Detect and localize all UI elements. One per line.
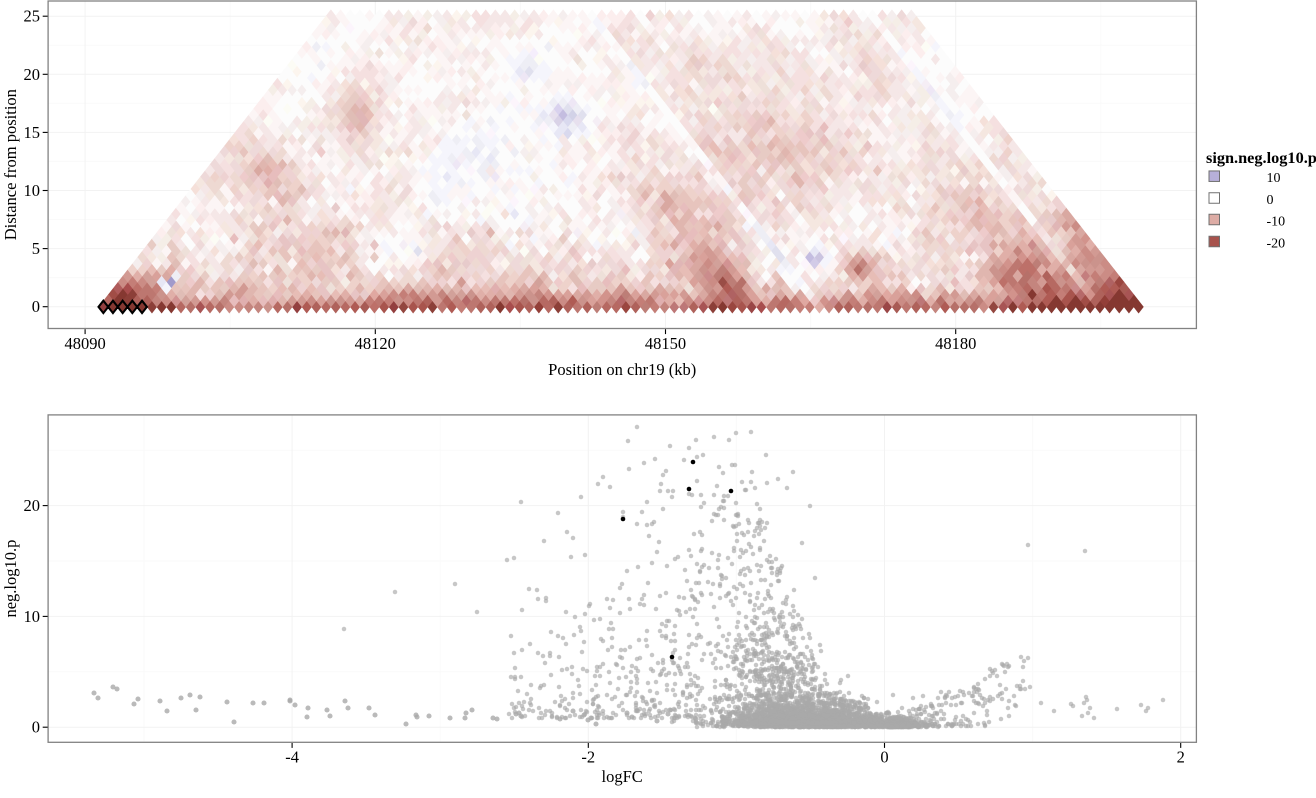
svg-text:0: 0: [32, 297, 40, 316]
svg-text:20: 20: [24, 65, 41, 84]
svg-text:5: 5: [32, 239, 40, 258]
svg-text:48090: 48090: [64, 334, 105, 353]
svg-text:48150: 48150: [645, 334, 686, 353]
svg-text:48120: 48120: [355, 334, 396, 353]
svg-text:48180: 48180: [935, 334, 976, 353]
svg-text:15: 15: [24, 123, 41, 142]
svg-text:25: 25: [24, 7, 41, 26]
svg-text:10: 10: [24, 181, 41, 200]
